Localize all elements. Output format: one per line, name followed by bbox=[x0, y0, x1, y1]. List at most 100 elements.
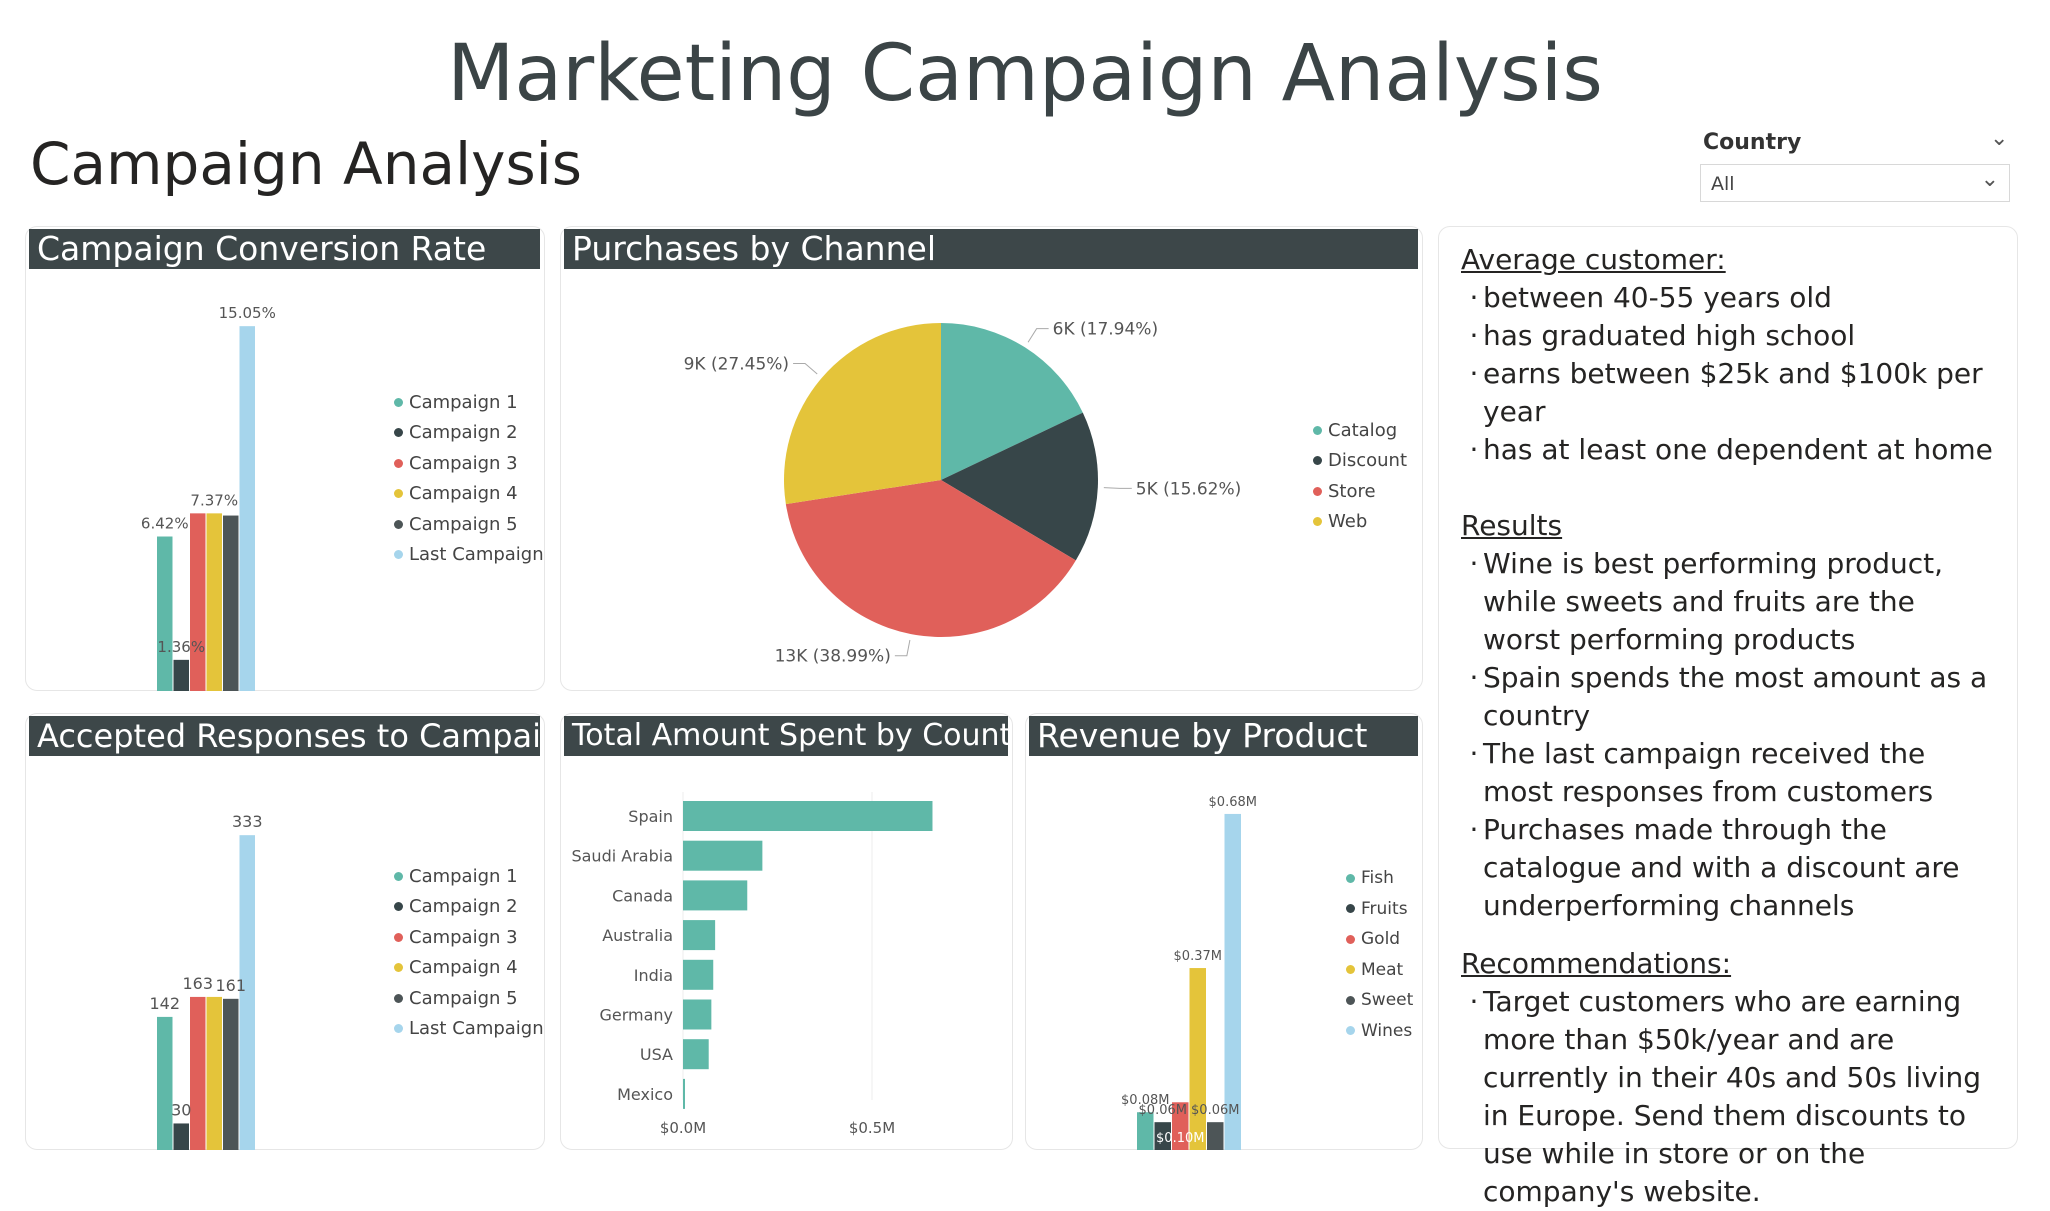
responses-legend-item[interactable]: Last Campaign bbox=[394, 1014, 544, 1045]
pie-leader-line bbox=[1103, 487, 1132, 489]
product-revenue-legend: Fish Fruits Gold Meat Sweet Wines bbox=[1346, 863, 1413, 1046]
legend-dot-icon bbox=[1346, 934, 1355, 944]
product-legend-item[interactable]: Sweet bbox=[1346, 985, 1413, 1016]
legend-label: Wines bbox=[1361, 1020, 1413, 1041]
bar-campaign-2[interactable] bbox=[173, 659, 190, 691]
recommendations-list: · Target customers who are earning more t… bbox=[1461, 983, 1995, 1211]
responses-legend-item[interactable]: Campaign 5 bbox=[394, 983, 544, 1014]
chevron-down-icon[interactable]: ⌄ bbox=[1990, 126, 2009, 151]
bar-fruits[interactable] bbox=[1154, 1122, 1172, 1150]
chevron-down-icon: ⌄ bbox=[1980, 167, 1999, 192]
purchases-channel-legend: Catalog Discount Store Web bbox=[1313, 415, 1407, 537]
bar-campaign-1[interactable] bbox=[157, 1016, 173, 1150]
bar-australia[interactable] bbox=[683, 920, 716, 951]
pie-slice-store[interactable] bbox=[785, 480, 1076, 637]
channel-legend-item[interactable]: Catalog bbox=[1313, 415, 1407, 446]
bar-campaign-1[interactable] bbox=[157, 536, 173, 691]
legend-label: Campaign 5 bbox=[409, 513, 518, 535]
legend-label: Web bbox=[1328, 511, 1368, 533]
product-legend-item[interactable]: Meat bbox=[1346, 955, 1413, 986]
legend-label: Gold bbox=[1361, 929, 1401, 950]
pie-leader-line bbox=[793, 363, 818, 375]
insights-panel: Average customer: · between 40-55 years o… bbox=[1438, 226, 2018, 1208]
data-label: $0.37M bbox=[1174, 949, 1222, 964]
bar-mexico[interactable] bbox=[683, 1078, 685, 1109]
legend-label: Catalog bbox=[1328, 419, 1398, 441]
legend-dot-icon bbox=[1346, 1026, 1355, 1036]
y-tick-label: Saudi Arabia bbox=[571, 847, 673, 866]
responses-legend-item[interactable]: Campaign 1 bbox=[394, 861, 544, 892]
bullet-text: has graduated high school bbox=[1483, 319, 1856, 352]
bar-wines[interactable] bbox=[1224, 813, 1242, 1150]
pie-slice-catalog[interactable] bbox=[941, 323, 1083, 480]
bar-campaign-4[interactable] bbox=[206, 996, 223, 1150]
conversion-legend-item[interactable]: Campaign 4 bbox=[394, 479, 544, 510]
bar-campaign-5[interactable] bbox=[223, 515, 239, 691]
bullet-icon: · bbox=[1469, 281, 1479, 314]
conversion-legend-item[interactable]: Campaign 3 bbox=[394, 448, 544, 479]
responses-legend-item[interactable]: Campaign 4 bbox=[394, 953, 544, 984]
accepted-responses-card: Accepted Responses to Campaign 142 30 163 1… bbox=[25, 713, 545, 1150]
bar-india[interactable] bbox=[683, 959, 714, 990]
legend-label: Campaign 4 bbox=[409, 957, 518, 979]
product-revenue-card: Revenue by Product $0.08M $0.06M $0.10M $0.… bbox=[1025, 713, 1423, 1150]
responses-legend-item[interactable]: Campaign 2 bbox=[394, 892, 544, 923]
pie-slice-web[interactable] bbox=[784, 323, 941, 505]
bar-campaign-2[interactable] bbox=[173, 1123, 190, 1150]
bar-fish[interactable] bbox=[1137, 1112, 1154, 1150]
bullet-text: Purchases made through the catalogue and… bbox=[1483, 813, 1960, 922]
product-revenue-header: Revenue by Product bbox=[1029, 716, 1418, 756]
conversion-legend-item[interactable]: Campaign 1 bbox=[394, 387, 544, 418]
accepted-responses-legend: Campaign 1 Campaign 2 Campaign 3 Campaign 4… bbox=[394, 861, 544, 1044]
legend-label: Campaign 3 bbox=[409, 926, 518, 948]
legend-label: Store bbox=[1328, 480, 1376, 502]
legend-dot-icon bbox=[394, 428, 403, 438]
product-legend-item[interactable]: Wines bbox=[1346, 1016, 1413, 1047]
legend-label: Campaign 2 bbox=[409, 422, 518, 444]
conversion-legend-item[interactable]: Last Campaign bbox=[394, 540, 544, 571]
bar-saudi-arabia[interactable] bbox=[683, 840, 763, 871]
bar-last-campaign[interactable] bbox=[239, 326, 256, 691]
legend-label: Last Campaign bbox=[409, 1018, 544, 1040]
results-title: Results bbox=[1461, 509, 1563, 542]
recommendations-title: Recommendations: bbox=[1461, 947, 1732, 980]
bar-campaign-4[interactable] bbox=[206, 513, 223, 691]
product-legend-item[interactable]: Fruits bbox=[1346, 894, 1413, 925]
bar-usa[interactable] bbox=[683, 1039, 709, 1070]
responses-legend-item[interactable]: Campaign 3 bbox=[394, 922, 544, 953]
bullet-text: between 40-55 years old bbox=[1483, 281, 1832, 314]
channel-legend-item[interactable]: Web bbox=[1313, 507, 1407, 538]
product-legend-item[interactable]: Gold bbox=[1346, 924, 1413, 955]
bar-gold[interactable] bbox=[1172, 1102, 1189, 1150]
bar-sweet[interactable] bbox=[1207, 1122, 1224, 1150]
pie-leader-line bbox=[1027, 328, 1049, 343]
product-legend-item[interactable]: Fish bbox=[1346, 863, 1413, 894]
country-dropdown[interactable]: All ⌄ bbox=[1700, 164, 2010, 202]
bar-campaign-5[interactable] bbox=[223, 998, 239, 1150]
bar-canada[interactable] bbox=[683, 880, 748, 911]
conversion-legend-item[interactable]: Campaign 2 bbox=[394, 418, 544, 449]
conversion-legend-item[interactable]: Campaign 5 bbox=[394, 509, 544, 540]
channel-legend-item[interactable]: Discount bbox=[1313, 446, 1407, 477]
bar-meat[interactable] bbox=[1189, 968, 1207, 1150]
bar-campaign-3[interactable] bbox=[190, 513, 206, 691]
accepted-responses-header: Accepted Responses to Campaign bbox=[29, 716, 540, 756]
y-tick-label: India bbox=[634, 966, 673, 985]
bar-campaign-3[interactable] bbox=[190, 996, 206, 1150]
bullet-icon: · bbox=[1469, 737, 1479, 770]
average-customer-title: Average customer: bbox=[1461, 243, 1726, 276]
y-tick-label: Canada bbox=[612, 886, 673, 905]
bullet-icon: · bbox=[1469, 985, 1479, 1018]
bullet-item: · Target customers who are earning more t… bbox=[1461, 983, 1995, 1211]
channel-legend-item[interactable]: Store bbox=[1313, 476, 1407, 507]
legend-dot-icon bbox=[1313, 456, 1322, 466]
bar-germany[interactable] bbox=[683, 999, 712, 1030]
bar-last-campaign[interactable] bbox=[239, 835, 256, 1150]
bar-spain[interactable] bbox=[683, 801, 933, 831]
data-label: 15.05% bbox=[219, 304, 276, 322]
pie-slice-discount[interactable] bbox=[941, 412, 1098, 561]
legend-dot-icon bbox=[394, 993, 403, 1003]
data-label: 161 bbox=[215, 976, 246, 995]
legend-label: Campaign 3 bbox=[409, 452, 518, 474]
conversion-rate-header: Campaign Conversion Rate bbox=[29, 229, 540, 269]
